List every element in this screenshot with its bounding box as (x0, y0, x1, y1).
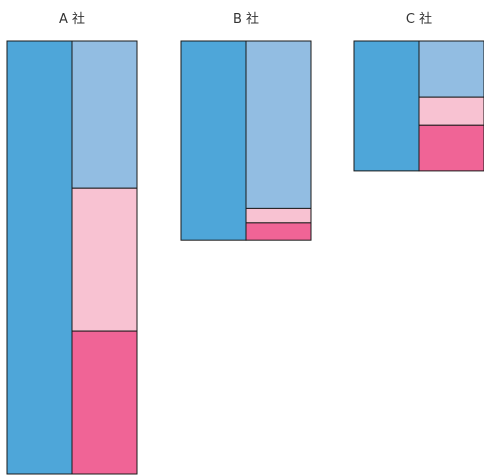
bar-segment-1-3 (418, 40, 484, 98)
company-bars (6, 40, 484, 475)
bar-total-2 (180, 40, 247, 241)
bar-segment-2-1 (71, 187, 138, 332)
bar-total-3 (353, 40, 420, 172)
company-title-1: A 社 (59, 11, 85, 27)
company-title-3: C 社 (406, 11, 432, 27)
bar-segment-2-3 (418, 96, 484, 126)
bar-segment-1-1 (71, 40, 138, 189)
bar-segment-3-1 (71, 330, 138, 475)
bar-total-1 (6, 40, 73, 475)
company-title-2: B 社 (233, 11, 259, 27)
bar-segment-2-2 (245, 207, 312, 224)
bar-segment-3-2 (245, 222, 312, 241)
bar-segment-3-3 (418, 124, 484, 172)
bar-segment-1-2 (245, 40, 312, 209)
